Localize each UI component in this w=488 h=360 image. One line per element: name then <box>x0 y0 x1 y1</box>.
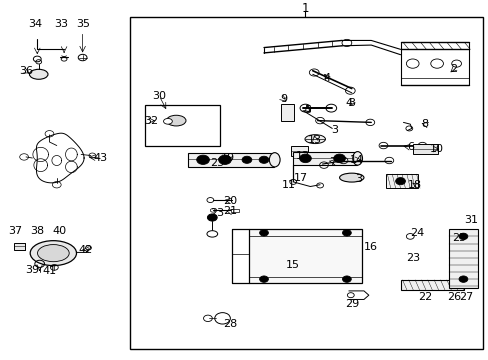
Bar <box>130 17 483 348</box>
Bar <box>293 152 356 165</box>
Circle shape <box>259 156 268 163</box>
Bar <box>385 174 417 188</box>
Text: 5: 5 <box>304 105 311 115</box>
Ellipse shape <box>163 118 172 124</box>
Text: 15: 15 <box>285 260 300 270</box>
Text: 38: 38 <box>30 226 44 236</box>
Ellipse shape <box>352 152 362 165</box>
Ellipse shape <box>166 115 185 126</box>
Bar <box>290 146 307 156</box>
FancyBboxPatch shape <box>249 229 361 283</box>
Circle shape <box>218 155 231 165</box>
Text: 11: 11 <box>281 180 295 190</box>
Circle shape <box>259 230 268 236</box>
Bar <box>280 104 294 121</box>
Text: 20: 20 <box>223 196 237 206</box>
Ellipse shape <box>206 231 217 237</box>
Text: 17: 17 <box>293 172 307 183</box>
Circle shape <box>342 276 350 282</box>
Bar <box>448 229 477 288</box>
Circle shape <box>458 233 467 240</box>
Text: 16: 16 <box>364 242 378 252</box>
Text: 27: 27 <box>458 292 472 302</box>
Text: 39: 39 <box>25 265 40 275</box>
Circle shape <box>395 177 405 185</box>
Bar <box>14 243 25 249</box>
Text: 30: 30 <box>152 91 166 101</box>
Bar <box>400 280 463 290</box>
Text: 21: 21 <box>223 206 237 216</box>
Ellipse shape <box>29 69 48 79</box>
Text: 8: 8 <box>421 119 427 129</box>
Text: 41: 41 <box>42 266 57 276</box>
Text: 14: 14 <box>349 155 363 165</box>
Circle shape <box>207 214 217 221</box>
Bar <box>412 144 437 154</box>
Circle shape <box>209 216 214 219</box>
Ellipse shape <box>339 173 363 182</box>
Text: 3: 3 <box>347 98 355 108</box>
Text: 24: 24 <box>409 228 424 238</box>
Text: 29: 29 <box>344 299 358 309</box>
Text: 25: 25 <box>451 233 465 243</box>
Ellipse shape <box>38 244 69 262</box>
Circle shape <box>458 276 467 282</box>
Text: 23: 23 <box>210 208 224 218</box>
Circle shape <box>242 156 251 163</box>
Text: 9: 9 <box>279 94 286 104</box>
Text: 23: 23 <box>210 158 224 168</box>
Circle shape <box>196 155 209 165</box>
Text: 34: 34 <box>28 19 42 30</box>
Text: 28: 28 <box>223 319 237 329</box>
Text: 31: 31 <box>463 215 477 225</box>
Text: 40: 40 <box>52 226 66 236</box>
Text: 19: 19 <box>220 153 234 163</box>
Text: 37: 37 <box>8 226 22 236</box>
Bar <box>188 153 273 167</box>
Text: 2: 2 <box>449 64 457 74</box>
Text: 3: 3 <box>330 125 338 135</box>
Text: 4: 4 <box>345 98 352 108</box>
Ellipse shape <box>269 153 280 167</box>
Text: 4: 4 <box>323 73 330 83</box>
Circle shape <box>342 230 350 236</box>
Bar <box>144 104 220 145</box>
Text: 42: 42 <box>79 244 93 255</box>
Circle shape <box>259 276 268 282</box>
Bar <box>230 208 238 212</box>
Text: 26: 26 <box>446 292 460 302</box>
Text: 18: 18 <box>407 180 421 190</box>
Text: 36: 36 <box>19 67 33 76</box>
Text: 43: 43 <box>93 153 107 163</box>
Text: 32: 32 <box>143 116 158 126</box>
Text: 10: 10 <box>429 144 443 154</box>
Text: 1: 1 <box>301 2 308 15</box>
Text: 33: 33 <box>55 19 68 30</box>
Circle shape <box>333 154 345 163</box>
Text: 12: 12 <box>295 151 309 161</box>
Ellipse shape <box>30 241 76 266</box>
Text: 13: 13 <box>307 135 322 145</box>
Ellipse shape <box>305 135 325 144</box>
Text: 6: 6 <box>406 142 413 152</box>
Text: 3: 3 <box>355 174 362 184</box>
Circle shape <box>299 154 311 163</box>
Text: 23: 23 <box>405 253 419 263</box>
Text: 35: 35 <box>77 19 90 30</box>
Text: 7: 7 <box>328 157 335 167</box>
Text: 22: 22 <box>417 292 431 302</box>
